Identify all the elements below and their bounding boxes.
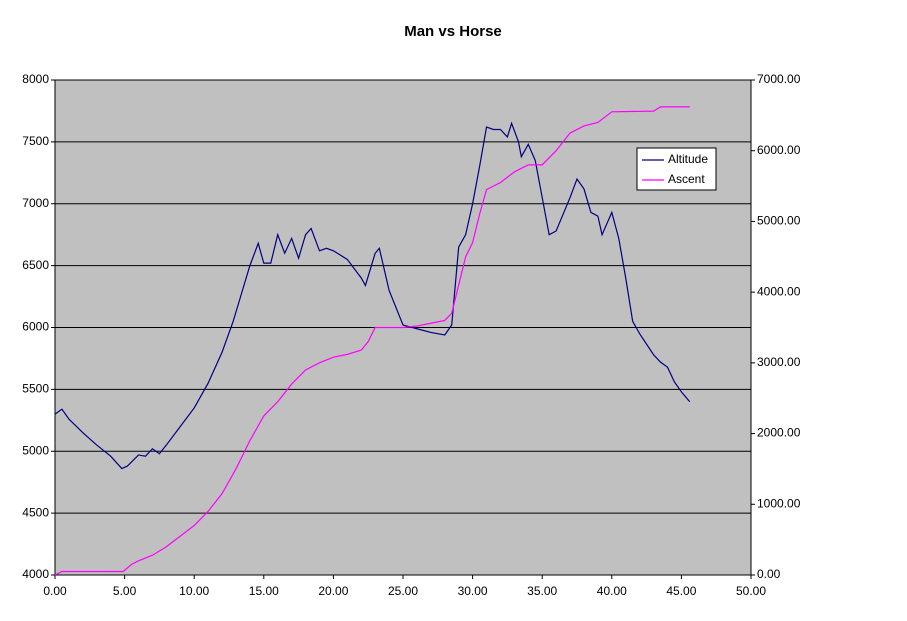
- y-tick-label: 6500: [22, 258, 49, 272]
- x-tick-label: 20.00: [318, 584, 348, 598]
- x-tick-label: 40.00: [597, 584, 627, 598]
- y-tick-label: 5000: [22, 443, 49, 457]
- legend-label: Ascent: [668, 172, 705, 186]
- x-tick-label: 0.00: [43, 584, 67, 598]
- x-tick-label: 25.00: [388, 584, 418, 598]
- line-series: [54, 121, 691, 470]
- x-tick-label: 5.00: [113, 584, 137, 598]
- y2-tick-label: 3000.00: [757, 355, 801, 369]
- y2-tick-label: 7000.00: [757, 72, 801, 86]
- y2-tick-label: 2000.00: [757, 426, 801, 440]
- y-tick-label: 8000: [22, 72, 49, 86]
- chart-title: Man vs Horse: [404, 23, 502, 40]
- line-series: [54, 106, 690, 576]
- x-tick-label: 35.00: [527, 584, 557, 598]
- x-tick-label: 45.00: [666, 584, 696, 598]
- x-tick-label: 30.00: [458, 584, 488, 598]
- y-tick-label: 7000: [22, 196, 49, 210]
- y2-tick-label: 6000.00: [757, 143, 801, 157]
- x-tick-label: 50.00: [736, 584, 766, 598]
- y-tick-label: 5500: [22, 382, 49, 396]
- legend-label: Altitude: [668, 152, 708, 166]
- y2-tick-label: 0.00: [757, 567, 781, 581]
- x-tick-label: 10.00: [179, 584, 209, 598]
- y-tick-label: 6000: [22, 320, 49, 334]
- y-tick-label: 4500: [22, 505, 49, 519]
- y2-tick-label: 4000.00: [757, 284, 801, 298]
- y-tick-label: 7500: [22, 134, 49, 148]
- legend: [636, 147, 717, 191]
- y2-tick-label: 5000.00: [757, 214, 801, 228]
- x-tick-label: 15.00: [249, 584, 279, 598]
- y-tick-label: 4000: [22, 567, 49, 581]
- y2-tick-label: 1000.00: [757, 496, 801, 510]
